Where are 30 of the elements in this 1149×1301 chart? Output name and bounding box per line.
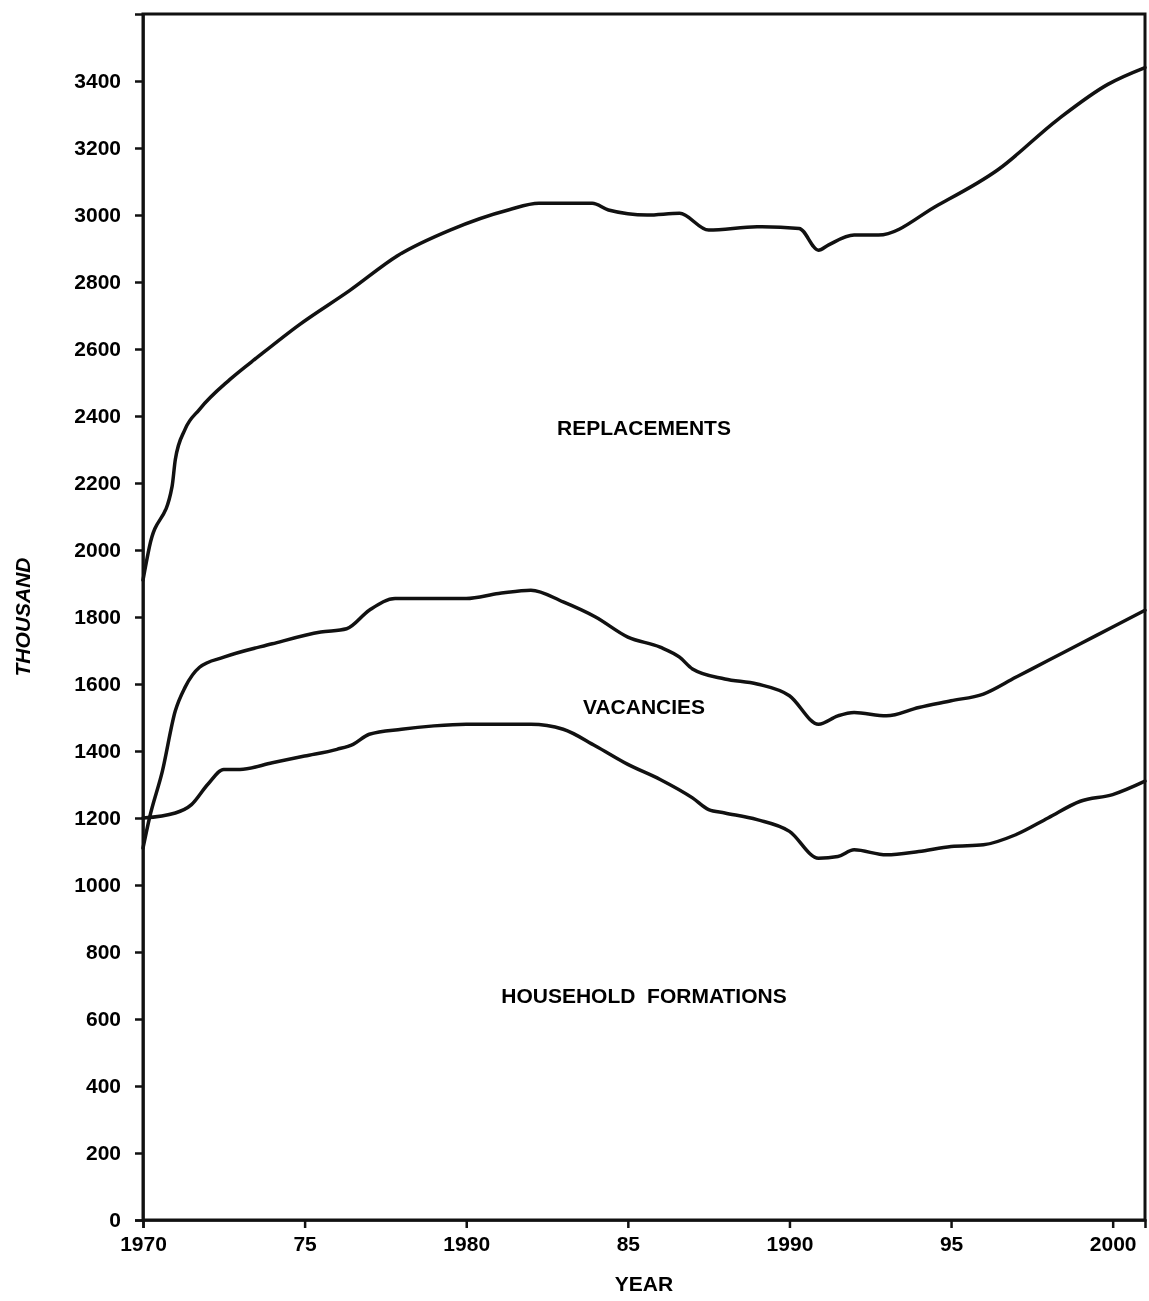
x-axis-title: YEAR	[614, 1272, 674, 1295]
x-tick-label: 1990	[766, 1231, 814, 1255]
x-tick-label: 1980	[443, 1231, 491, 1255]
y-tick-label: 200	[85, 1141, 121, 1165]
y-tick-label: 1000	[74, 873, 121, 897]
y-tick-label: 3200	[74, 136, 121, 160]
y-tick-label: 1600	[74, 672, 121, 696]
y-axis-title: THOUSAND	[11, 557, 34, 677]
y-tick-label: 2400	[74, 404, 121, 428]
y-tick-label: 0	[109, 1208, 121, 1232]
x-tick-label: 1970	[120, 1231, 167, 1255]
x-tick-label: 95	[939, 1231, 964, 1255]
y-tick-label: 1400	[74, 739, 121, 763]
y-tick-label: 600	[85, 1007, 121, 1031]
x-tick-label: 75	[293, 1231, 318, 1255]
y-tick-label: 1800	[74, 605, 121, 629]
y-tick-label: 2800	[74, 270, 121, 294]
x-tick-label: 2000	[1089, 1231, 1137, 1255]
x-tick-label: 85	[616, 1231, 641, 1255]
y-tick-label: 800	[85, 940, 121, 964]
y-tick-label: 1200	[74, 806, 121, 830]
annotation: HOUSEHOLD FORMATIONS	[501, 983, 787, 1007]
y-tick-label: 2000	[74, 538, 121, 562]
annotation: REPLACEMENTS	[557, 416, 731, 440]
y-tick-label: 3400	[74, 69, 121, 93]
y-tick-label: 2200	[74, 471, 121, 495]
y-tick-label: 400	[85, 1074, 121, 1098]
annotation: VACANCIES	[582, 695, 706, 719]
y-tick-label: 3000	[74, 203, 121, 227]
y-tick-label: 2600	[74, 337, 121, 361]
